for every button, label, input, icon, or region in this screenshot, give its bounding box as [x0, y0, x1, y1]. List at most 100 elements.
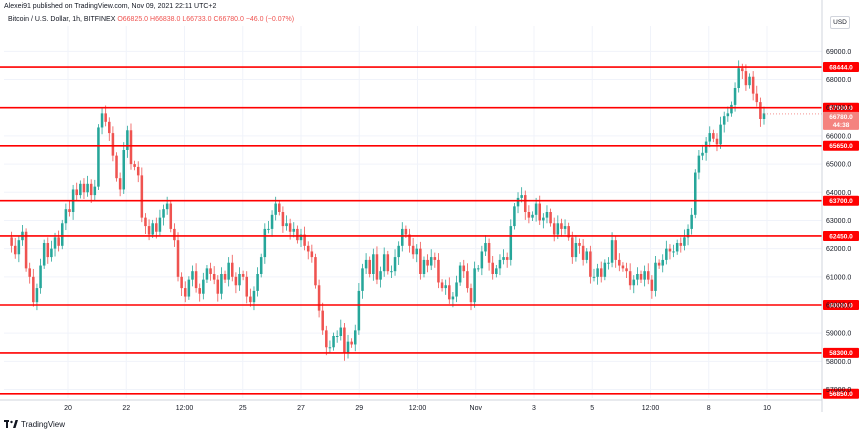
candle-body: [296, 228, 299, 241]
candle-body: [715, 138, 719, 145]
candle-body: [618, 259, 621, 266]
candle-body: [733, 88, 737, 105]
candle-body: [50, 248, 53, 258]
level-label: 58300.0: [829, 350, 853, 357]
candle-body: [357, 290, 361, 331]
candle-body: [625, 268, 628, 272]
candle-body: [24, 231, 28, 269]
candle-body: [278, 203, 281, 212]
candle-body: [415, 248, 419, 255]
candle-body: [726, 113, 730, 117]
candle-body: [288, 223, 292, 232]
price-tick-label: 68000.0: [826, 77, 851, 84]
candle-body: [187, 279, 191, 297]
candle-body: [444, 285, 447, 289]
time-tick-label: 27: [297, 405, 305, 412]
candle-body: [542, 217, 545, 221]
level-badge: [823, 195, 859, 206]
candle-body: [636, 274, 639, 280]
candle-body: [140, 175, 144, 218]
candle-body: [339, 327, 343, 336]
candle-body: [89, 183, 93, 196]
candle-body: [437, 259, 440, 283]
candle-body: [466, 271, 469, 289]
candle-body: [719, 124, 722, 145]
time-tick-label: 8: [707, 405, 711, 412]
candle-body: [64, 209, 68, 224]
candle-body: [155, 223, 158, 232]
candle-body: [108, 121, 111, 134]
candle-body: [722, 116, 726, 125]
candle-body: [451, 296, 455, 300]
candle-body: [133, 164, 136, 167]
candle-body: [115, 155, 118, 179]
last-price-badge: [823, 111, 859, 130]
time-axis[interactable]: 20 22 12:00 25 27 29 12:00 Nov 3 5 12:00 8 10: [0, 399, 822, 412]
candle-body: [259, 257, 263, 274]
candle-body: [118, 178, 122, 190]
candle-body: [393, 257, 397, 272]
candle-body: [603, 262, 607, 277]
level-label: 56850.0: [829, 391, 853, 398]
candle-body: [455, 282, 458, 297]
candle-body: [614, 240, 617, 260]
candle-body: [712, 133, 715, 139]
candle-body: [686, 228, 690, 238]
candle-body: [621, 265, 625, 269]
candle-body: [498, 259, 502, 269]
candle-body: [639, 274, 643, 280]
price-axis[interactable]: 57000.0 58000.0 59000.0 60000.0 61000.0 62000…: [821, 0, 851, 412]
candle-body: [60, 223, 64, 246]
candle-body: [68, 209, 71, 212]
horizontal-levels[interactable]: 68444.0 67000.0 65650.0 63700.0 62450.0 60000…: [0, 62, 859, 399]
candle-body: [144, 217, 147, 227]
candle-body: [202, 279, 205, 294]
candle-body: [126, 130, 129, 150]
candle-body: [325, 330, 328, 348]
symbol-name: Bitcoin / U.S. Dollar, 1h, BITFINEX: [8, 16, 116, 23]
candle-body: [628, 271, 632, 286]
candle-body: [104, 113, 107, 122]
candle-body: [368, 259, 371, 274]
candle-body: [364, 259, 368, 269]
level-badge: [823, 230, 859, 241]
candle-body: [411, 245, 415, 255]
currency-badge[interactable]: USD: [830, 16, 850, 29]
candle-body: [495, 268, 498, 274]
candle-body: [57, 237, 60, 246]
candle-body: [100, 113, 104, 128]
time-tick-label: 5: [590, 405, 594, 412]
candle-body: [476, 268, 480, 270]
candle-body: [585, 251, 589, 260]
candle-body: [401, 228, 404, 246]
candle-body: [484, 243, 487, 252]
candle-body: [697, 155, 701, 173]
candle-body: [234, 276, 238, 286]
time-tick-label: 12:00: [642, 405, 660, 412]
candle-body: [205, 268, 209, 280]
candle-body: [599, 268, 603, 277]
candle-body: [46, 243, 50, 258]
candle-body: [97, 127, 100, 187]
candle-body: [657, 262, 661, 266]
candle-body: [53, 237, 57, 249]
candle-body: [350, 341, 353, 345]
price-tick-label: 63000.0: [826, 218, 851, 225]
candle-body: [527, 212, 531, 218]
candle-body: [303, 234, 306, 246]
candle-body: [231, 262, 234, 277]
candle-body: [646, 271, 650, 280]
last-price-countdown: 44:38: [833, 122, 850, 129]
candle-body: [39, 265, 42, 289]
candle-body: [473, 268, 476, 303]
candle-body: [35, 288, 39, 303]
level-badge: [823, 102, 859, 113]
candle-body: [162, 209, 165, 218]
candle-body: [220, 274, 223, 294]
candle-body: [361, 268, 364, 291]
candle-body: [704, 141, 708, 153]
price-tick-label: 66000.0: [826, 133, 851, 140]
candle-body: [672, 251, 675, 253]
level-badge: [823, 347, 859, 358]
